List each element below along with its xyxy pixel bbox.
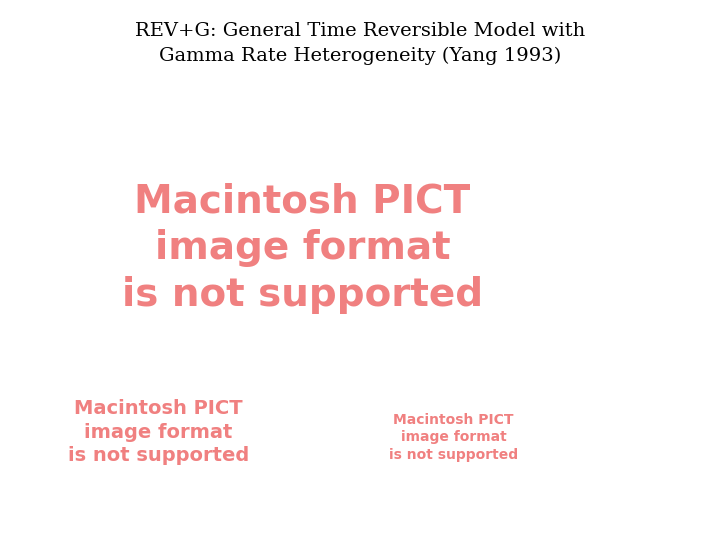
Text: Macintosh PICT
image format
is not supported: Macintosh PICT image format is not suppo… [68,399,249,465]
Text: Macintosh PICT
image format
is not supported: Macintosh PICT image format is not suppo… [389,413,518,462]
Text: REV+G: General Time Reversible Model with
Gamma Rate Heterogeneity (Yang 1993): REV+G: General Time Reversible Model wit… [135,22,585,65]
Text: Macintosh PICT
image format
is not supported: Macintosh PICT image format is not suppo… [122,183,483,314]
